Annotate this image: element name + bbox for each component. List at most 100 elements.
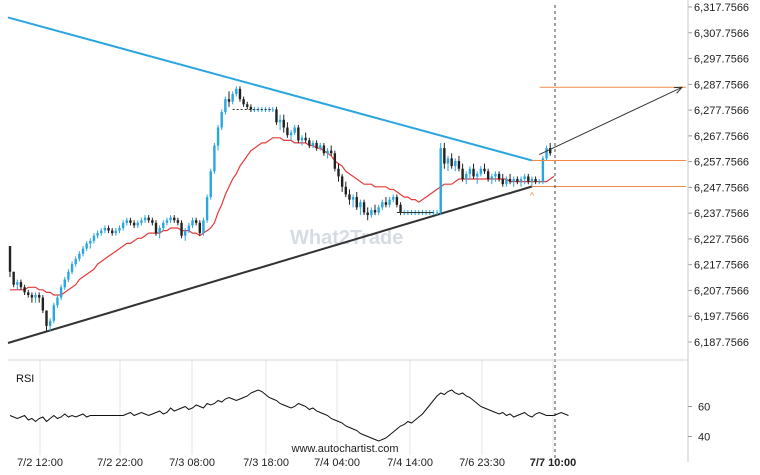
candle — [92, 233, 96, 244]
candle — [366, 207, 369, 221]
candle — [538, 179, 541, 185]
candle — [41, 294, 45, 314]
candle — [136, 220, 139, 228]
candle — [8, 246, 12, 277]
candle-body — [494, 173, 497, 177]
candle-body — [432, 212, 435, 214]
projection-arrowhead — [673, 86, 684, 94]
candle-body — [483, 168, 486, 172]
y-tick-label: 6,287.7566 — [694, 79, 749, 91]
candle — [289, 130, 293, 141]
candle — [326, 148, 329, 159]
candle — [275, 106, 278, 125]
candle — [56, 294, 59, 308]
candle — [38, 292, 41, 303]
candle-body — [205, 197, 209, 221]
candle — [465, 171, 468, 185]
candle — [176, 217, 180, 226]
candle — [202, 217, 205, 236]
candle — [231, 91, 234, 105]
candle-body — [545, 148, 548, 159]
y-tick-label: 6,257.7566 — [694, 157, 749, 169]
candle-body — [89, 240, 92, 244]
candle — [545, 145, 548, 161]
candle-body — [63, 279, 66, 288]
candle-body — [541, 158, 545, 182]
candle — [63, 276, 66, 290]
rsi-level-label: 40 — [698, 432, 710, 444]
x-tick-label: 7/2 22:00 — [97, 457, 143, 469]
candle — [114, 227, 118, 236]
candle — [180, 220, 183, 239]
candle — [184, 227, 187, 241]
candle — [209, 168, 212, 200]
candle — [74, 256, 77, 267]
candle-body — [121, 222, 125, 228]
resistance-trendline — [7, 16, 533, 162]
candle — [103, 225, 107, 234]
candle-body — [505, 179, 508, 185]
candle-body — [399, 204, 402, 213]
candle-body — [439, 148, 442, 213]
x-tick-label: 7/4 14:00 — [387, 457, 433, 469]
candle-body — [224, 99, 227, 113]
candle-body — [446, 158, 450, 164]
candle — [359, 199, 362, 216]
candle — [293, 124, 296, 136]
candle — [297, 124, 300, 143]
candle — [501, 173, 504, 187]
candle — [224, 96, 227, 115]
candle — [34, 292, 37, 303]
candle-body — [103, 227, 107, 231]
candle — [129, 217, 132, 226]
candle-body — [468, 168, 472, 174]
candle — [362, 199, 366, 216]
candle — [194, 217, 198, 226]
candle-body — [512, 179, 515, 182]
y-tick-label: 6,187.7566 — [694, 337, 749, 349]
candle-body — [377, 207, 380, 213]
candles — [8, 86, 552, 332]
candle-body — [450, 158, 453, 167]
rsi-panel: 60 40 — [9, 389, 710, 444]
candle-body — [238, 88, 242, 100]
candle-body — [348, 194, 351, 200]
candle-body — [249, 106, 253, 110]
candle — [443, 142, 446, 169]
candle-body — [38, 294, 41, 298]
candle-body — [278, 119, 282, 123]
candle — [311, 140, 315, 149]
candle-body — [289, 132, 293, 136]
candle — [227, 91, 231, 107]
x-tick-label: 7/4 04:00 — [314, 457, 360, 469]
candle — [527, 173, 530, 185]
candle — [78, 251, 81, 262]
candle-body — [508, 179, 512, 182]
candle-body — [194, 220, 198, 223]
candle — [162, 220, 165, 231]
candle — [337, 163, 340, 182]
candle-body — [59, 287, 63, 298]
candle-body — [315, 142, 318, 149]
candle — [304, 132, 307, 143]
candle — [100, 227, 103, 236]
candle — [355, 191, 358, 210]
candle — [81, 246, 85, 257]
candle — [370, 207, 373, 218]
x-tick-label: 7/2 12:00 — [17, 457, 63, 469]
candle-body — [381, 202, 384, 208]
candle-body — [56, 297, 59, 306]
candle-body — [176, 220, 180, 223]
candle-body — [497, 173, 501, 180]
candle — [173, 215, 176, 223]
candle — [446, 155, 450, 172]
candle — [512, 176, 515, 187]
candle-body — [297, 127, 300, 141]
candle-body — [187, 225, 191, 231]
candle-body — [30, 294, 34, 298]
candle — [242, 96, 245, 107]
candle-body — [472, 168, 475, 177]
candle-body — [538, 181, 541, 183]
candle-body — [337, 168, 340, 177]
